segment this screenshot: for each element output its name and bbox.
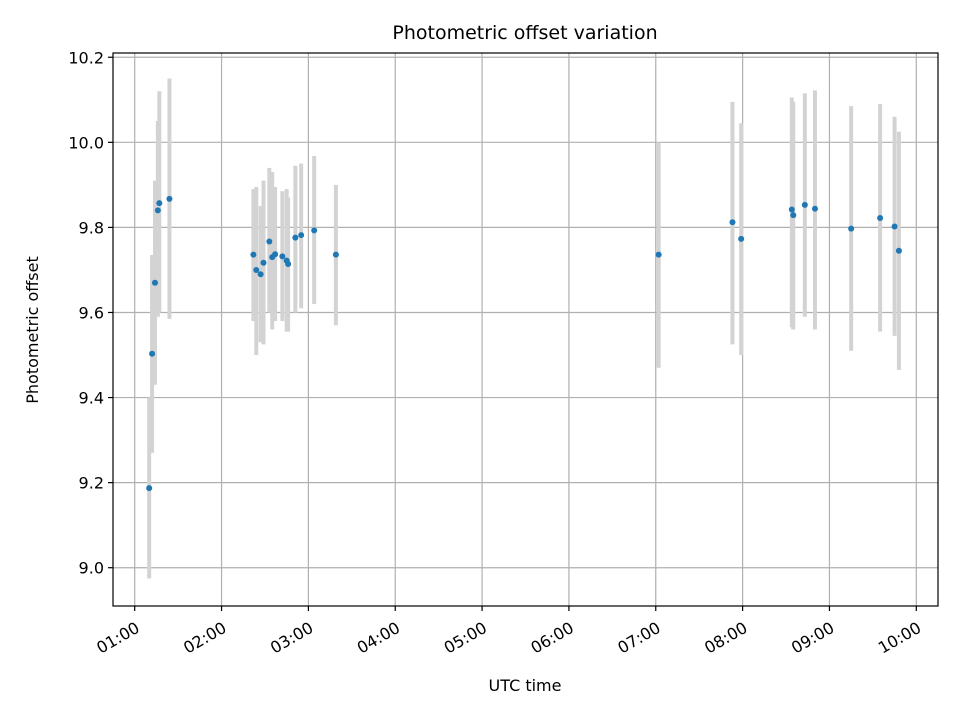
y-tick-label: 9.6 xyxy=(79,303,104,322)
data-point xyxy=(154,207,161,214)
data-point xyxy=(151,279,158,286)
data-points xyxy=(146,195,902,492)
y-axis-label: Photometric offset xyxy=(23,256,42,404)
data-point xyxy=(285,260,292,267)
data-point xyxy=(311,227,318,234)
data-point xyxy=(877,215,884,222)
data-point xyxy=(298,232,305,239)
x-axis-label: UTC time xyxy=(489,676,562,695)
plot-frame xyxy=(112,52,939,607)
data-point xyxy=(895,247,902,254)
chart-title: Photometric offset variation xyxy=(392,22,657,44)
y-tick-label: 10.0 xyxy=(68,133,104,152)
y-tick-label: 9.0 xyxy=(79,559,104,578)
data-point xyxy=(891,223,898,230)
data-point xyxy=(266,238,273,245)
data-point xyxy=(811,205,818,212)
data-point xyxy=(292,234,299,241)
y-tick-label: 9.4 xyxy=(79,389,104,408)
data-point xyxy=(257,271,264,278)
data-point xyxy=(260,259,267,266)
data-point xyxy=(332,251,339,258)
y-tick-label: 10.2 xyxy=(68,48,104,67)
y-tick-label: 9.8 xyxy=(79,218,104,237)
data-point xyxy=(279,253,286,260)
y-tick-label: 9.2 xyxy=(79,474,104,493)
data-point xyxy=(738,235,745,242)
data-point xyxy=(729,219,736,226)
data-point xyxy=(166,195,173,202)
data-point xyxy=(250,251,257,258)
data-point xyxy=(788,206,795,213)
data-point xyxy=(146,485,153,492)
data-point xyxy=(801,201,808,208)
data-point xyxy=(149,350,156,357)
data-point xyxy=(848,225,855,232)
data-point xyxy=(272,251,279,258)
data-point xyxy=(156,200,163,207)
data-point xyxy=(655,251,662,258)
data-point xyxy=(253,266,260,273)
data-point xyxy=(790,212,797,219)
